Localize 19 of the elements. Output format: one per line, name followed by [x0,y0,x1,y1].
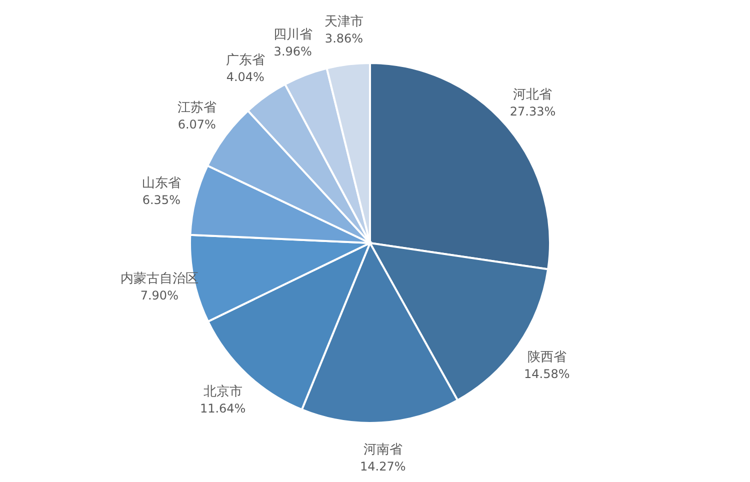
data-label: 11.64% [200,402,246,416]
slice-label: 陕西省 [527,350,566,366]
data-label: 4.04% [226,70,264,84]
slice-label: 广东省 [226,52,265,68]
data-label: 14.58% [524,367,570,382]
slice-label: 天津市 [324,14,364,30]
data-label: 27.33% [510,104,556,118]
data-label: 3.96% [274,44,312,58]
slice-label: 四川省 [273,27,312,42]
slice-label: 北京市 [203,384,242,400]
data-label: 7.90% [140,288,178,302]
slice-label: 河北省 [513,88,552,102]
data-label: 3.86% [324,32,364,46]
slice-label: 山东省 [142,176,181,191]
slice-label: 江苏省 [177,100,216,116]
data-label: 14.27% [360,460,406,474]
data-label: 6.07% [178,117,216,132]
slice-label: 河南省 [363,442,402,458]
data-label: 6.35% [142,192,180,207]
